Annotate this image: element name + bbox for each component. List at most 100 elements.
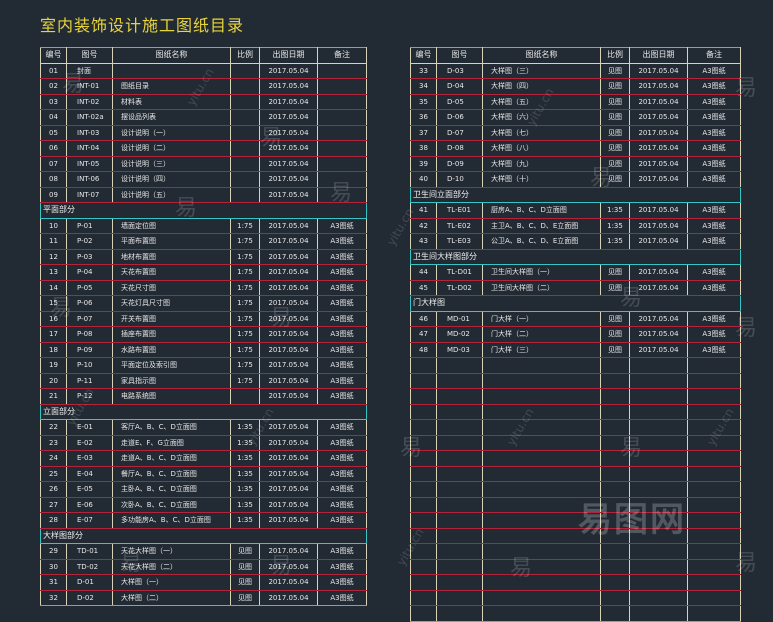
empty-cell: [629, 373, 688, 389]
cell-number: 28: [40, 512, 67, 529]
empty-cell: [482, 481, 601, 498]
cell-remark: A3图纸: [317, 249, 367, 265]
cell-drawing-code: P-12: [66, 388, 113, 405]
empty-cell: [410, 574, 437, 591]
empty-cell: [436, 481, 483, 498]
empty-cell: [410, 497, 437, 513]
cell-number: 10: [40, 218, 67, 234]
cell-scale: 见图: [600, 140, 630, 157]
cell-scale: [230, 388, 260, 405]
cell-scale: 1:35: [230, 512, 260, 529]
cell-remark: A3图纸: [317, 264, 367, 281]
cell-date: 2017.05.04: [259, 295, 318, 312]
cell-number: 38: [410, 140, 437, 157]
cell-drawing-name: 设计说明（三）: [112, 156, 231, 172]
cell-remark: A3图纸: [317, 373, 367, 389]
empty-row: [410, 466, 741, 482]
cell-drawing-name: 厨房A、B、C、D立面图: [482, 202, 601, 219]
header-row: 编号 图号 图纸名称 比例 出图日期 备注: [40, 47, 367, 64]
empty-cell: [600, 419, 630, 436]
cell-date: 2017.05.04: [629, 78, 688, 95]
empty-cell: [436, 435, 483, 451]
cell-drawing-name: 主卫A、B、C、D、E立面图: [482, 218, 601, 234]
empty-cell: [436, 466, 483, 482]
cell-remark: [317, 94, 367, 110]
empty-cell: [687, 528, 741, 544]
empty-cell: [410, 559, 437, 575]
table-row: 10 P-01 墙面定位图 1:75 2017.05.04 A3图纸: [40, 218, 367, 234]
empty-cell: [687, 497, 741, 513]
table-row: 41 TL-E01 厨房A、B、C、D立面图 1:35 2017.05.04 A3图纸: [410, 202, 741, 219]
cell-scale: 见图: [600, 125, 630, 141]
cell-drawing-name: 插座布置图: [112, 326, 231, 343]
cell-drawing-code: D-07: [436, 125, 483, 141]
cell-drawing-name: 走道E、F、G立面图: [112, 435, 231, 451]
cell-date: 2017.05.04: [259, 140, 318, 157]
cell-drawing-code: E-07: [66, 512, 113, 529]
empty-cell: [482, 419, 601, 436]
cell-date: 2017.05.04: [259, 590, 318, 606]
cell-scale: 见图: [600, 156, 630, 172]
cell-date: 2017.05.04: [629, 218, 688, 234]
cell-remark: A3图纸: [687, 218, 741, 234]
cell-remark: A3图纸: [687, 280, 741, 296]
cell-number: 30: [40, 559, 67, 575]
table-row: 29 TD-01 天花大样图（一） 见图 2017.05.04 A3图纸: [40, 543, 367, 560]
header-number: 编号: [40, 47, 67, 64]
cell-drawing-name: 材料表: [112, 94, 231, 110]
cell-drawing-name: 大样图（六）: [482, 109, 601, 126]
cell-number: 39: [410, 156, 437, 172]
cell-remark: [317, 78, 367, 95]
cell-number: 02: [40, 78, 67, 95]
header-drawing-code: 图号: [66, 47, 113, 64]
cell-remark: A3图纸: [687, 140, 741, 157]
table-row: 20 P-11 家具指示图 1:75 2017.05.04 A3图纸: [40, 373, 367, 389]
cell-scale: 1:75: [230, 249, 260, 265]
empty-cell: [410, 543, 437, 560]
cell-drawing-name: 大样图（九）: [482, 156, 601, 172]
empty-cell: [482, 450, 601, 467]
cell-drawing-name: 门大样（三）: [482, 342, 601, 358]
cell-drawing-name: 地材布置图: [112, 249, 231, 265]
section-row: 平面部分: [40, 202, 367, 219]
cell-remark: A3图纸: [687, 78, 741, 95]
cell-date: 2017.05.04: [629, 171, 688, 188]
empty-cell: [629, 590, 688, 606]
cell-date: 2017.05.04: [259, 481, 318, 498]
empty-cell: [410, 528, 437, 544]
cell-drawing-code: P-04: [66, 264, 113, 281]
table-row: 24 E-03 走道A、B、C、D立面图 1:35 2017.05.04 A3图纸: [40, 450, 367, 467]
cell-drawing-code: TD-02: [66, 559, 113, 575]
empty-cell: [600, 574, 630, 591]
table-row: 09 INT-07 设计说明（五） 2017.05.04: [40, 187, 367, 203]
empty-cell: [436, 512, 483, 529]
cell-drawing-code: INT-04: [66, 140, 113, 157]
cell-scale: 见图: [230, 590, 260, 606]
empty-row: [410, 388, 741, 405]
empty-cell: [410, 435, 437, 451]
empty-cell: [629, 512, 688, 529]
cell-drawing-name: 天花大样图（二）: [112, 559, 231, 575]
cell-scale: 见图: [230, 559, 260, 575]
cell-number: 06: [40, 140, 67, 157]
empty-cell: [687, 435, 741, 451]
table-row: 15 P-06 天花灯具尺寸图 1:75 2017.05.04 A3图纸: [40, 295, 367, 312]
table-row: 47 MD-02 门大样（二） 见图 2017.05.04 A3图纸: [410, 326, 741, 343]
empty-cell: [629, 404, 688, 420]
cell-number: 14: [40, 280, 67, 296]
header-number: 编号: [410, 47, 437, 64]
cell-remark: A3图纸: [687, 264, 741, 281]
table-row: 32 D-02 大样图（二） 见图 2017.05.04 A3图纸: [40, 590, 367, 606]
empty-cell: [482, 528, 601, 544]
cell-drawing-code: INT-07: [66, 187, 113, 203]
cell-remark: A3图纸: [687, 63, 741, 79]
cell-number: 35: [410, 94, 437, 110]
cell-drawing-code: P-05: [66, 280, 113, 296]
cell-date: 2017.05.04: [259, 543, 318, 560]
drawing-index-table-left: 编号 图号 图纸名称 比例 出图日期 备注 01 封面 2017.05.04 02 INT-01 图纸…: [40, 47, 367, 606]
cell-drawing-name: 客厅A、B、C、D立面图: [112, 419, 231, 436]
cell-drawing-code: TL-E01: [436, 202, 483, 219]
cell-drawing-code: D-10: [436, 171, 483, 188]
table-row: 07 INT-05 设计说明（三） 2017.05.04: [40, 156, 367, 172]
cell-remark: A3图纸: [687, 311, 741, 327]
